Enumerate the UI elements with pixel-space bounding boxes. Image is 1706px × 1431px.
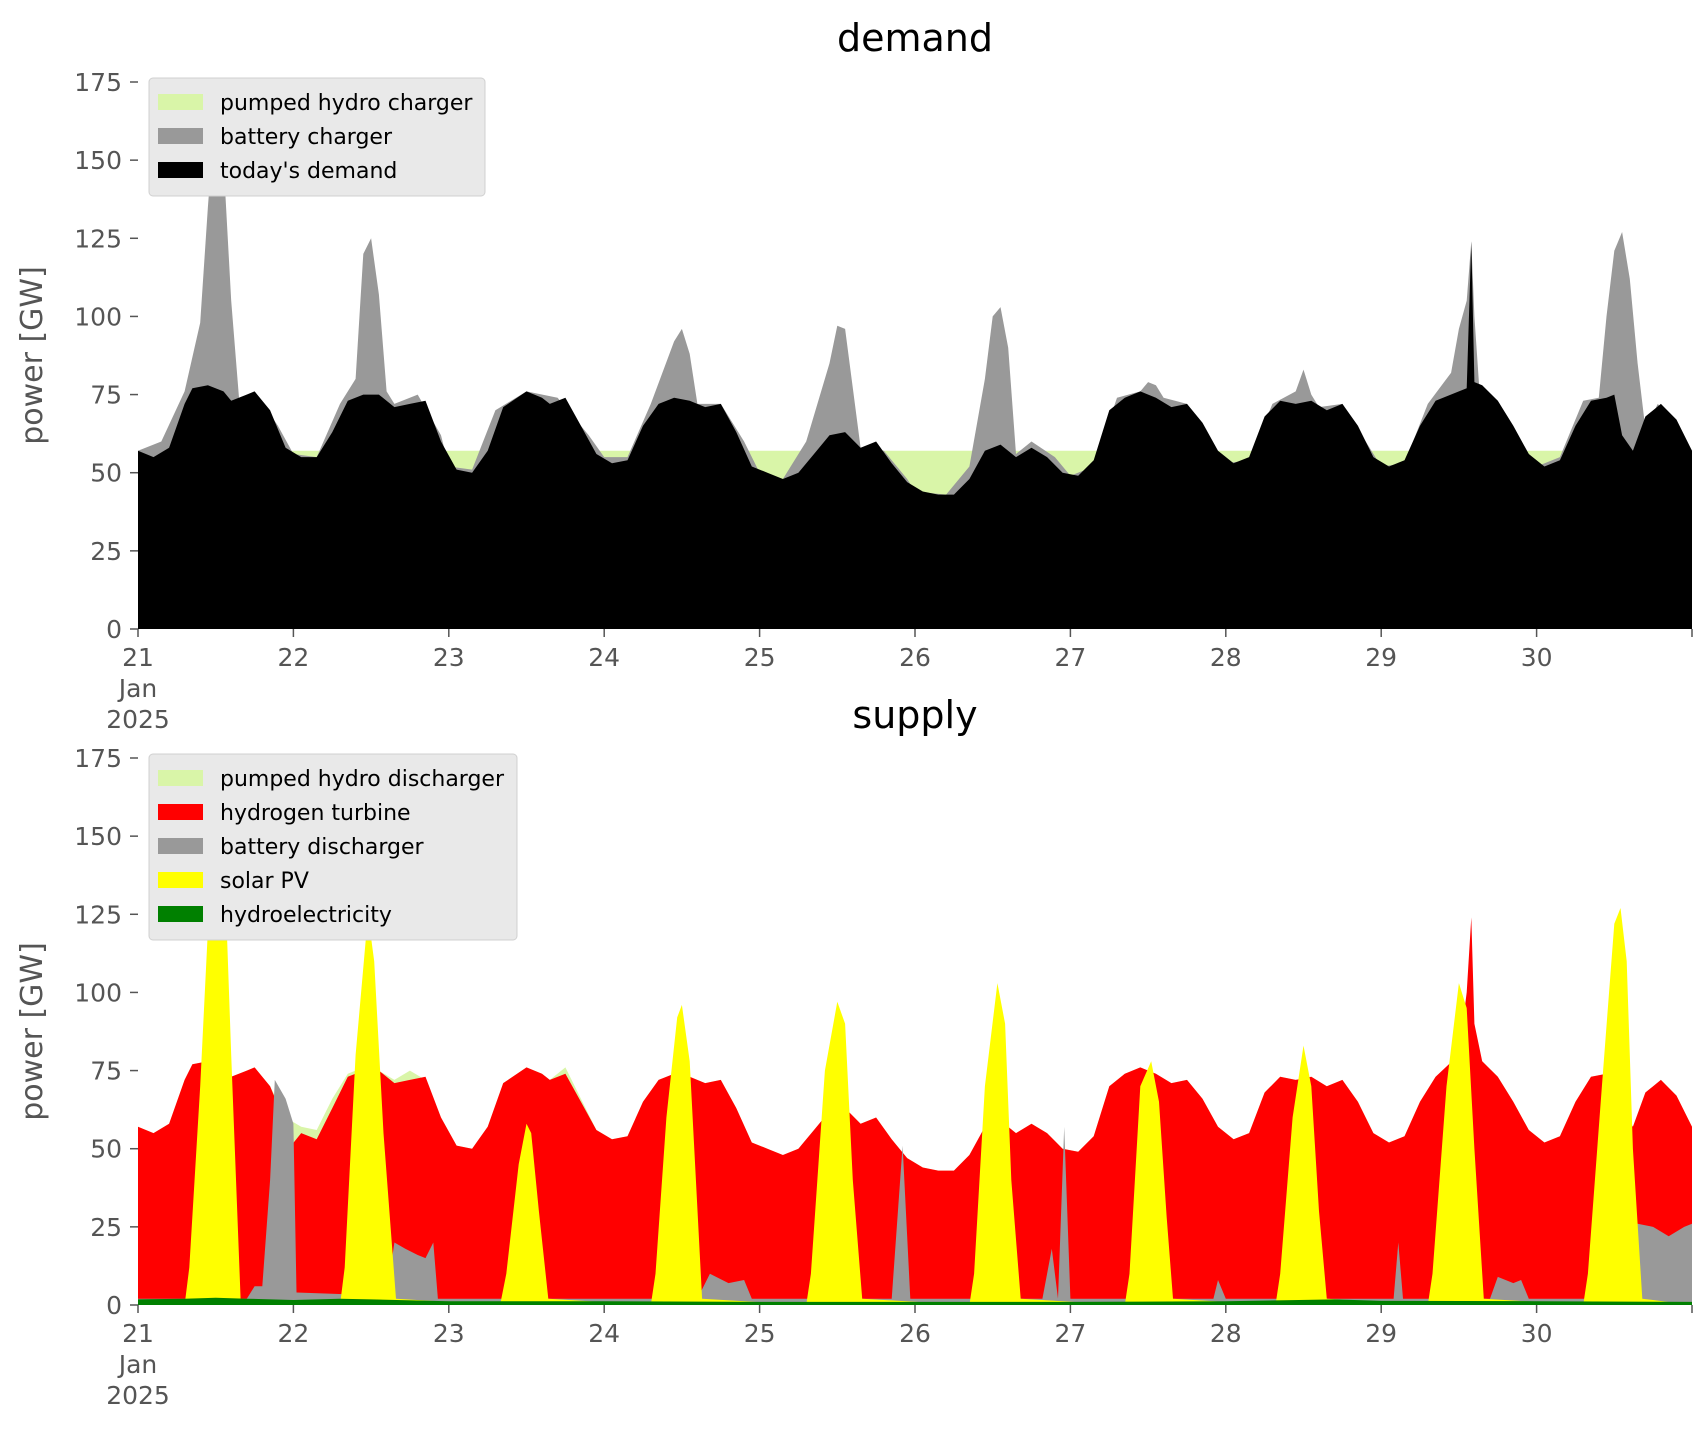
- y-tick-label: 125: [74, 224, 122, 253]
- area-battery-discharger: [138, 1079, 1692, 1305]
- legend-swatch-hydroelectricity: [158, 906, 203, 922]
- legend-label-battery-discharger: battery discharger: [220, 835, 425, 860]
- x-tick-label: 29: [1365, 643, 1397, 672]
- y-tick-label: 150: [74, 146, 122, 175]
- y-tick-label: 100: [74, 302, 122, 331]
- legend-swatch-today-s-demand: [158, 162, 203, 178]
- legend-swatch-hydrogen-turbine: [158, 804, 203, 820]
- x-tick-label: 24: [588, 643, 620, 672]
- y-tick-label: 75: [90, 381, 122, 410]
- x-tick-label: 2025: [106, 1381, 170, 1410]
- y-tick-label: 175: [74, 744, 122, 773]
- x-tick-label: 28: [1210, 643, 1242, 672]
- legend-swatch-pumped-hydro-discharger: [158, 770, 203, 786]
- x-tick-label: 26: [899, 1319, 931, 1348]
- chart-title: demand: [837, 16, 993, 60]
- legend-label-today-s-demand: today's demand: [220, 159, 397, 184]
- y-tick-label: 50: [90, 459, 122, 488]
- x-tick-label: 21: [122, 1319, 154, 1348]
- x-tick-label: 21: [122, 643, 154, 672]
- legend-label-solar-pv: solar PV: [220, 869, 309, 894]
- x-tick-label: 25: [744, 1319, 776, 1348]
- legend-label-hydroelectricity: hydroelectricity: [220, 903, 392, 928]
- x-tick-label: 30: [1521, 643, 1553, 672]
- x-tick-label: 2025: [106, 705, 170, 734]
- y-tick-label: 25: [90, 537, 122, 566]
- x-tick-label: 26: [899, 643, 931, 672]
- x-tick-label: 27: [1054, 1319, 1086, 1348]
- y-tick-label: 0: [106, 615, 122, 644]
- chart-title: supply: [852, 693, 977, 737]
- area-today-s-demand: [138, 241, 1692, 629]
- y-tick-label: 75: [90, 1057, 122, 1086]
- legend-label-hydrogen-turbine: hydrogen turbine: [220, 801, 411, 826]
- legend-swatch-solar-pv: [158, 872, 203, 888]
- x-tick-label: 29: [1365, 1319, 1397, 1348]
- y-tick-label: 0: [106, 1291, 122, 1320]
- y-tick-label: 50: [90, 1135, 122, 1164]
- x-tick-label: 30: [1521, 1319, 1553, 1348]
- x-tick-label: 22: [277, 1319, 309, 1348]
- legend-box: [148, 753, 518, 941]
- legend-swatch-battery-discharger: [158, 838, 203, 854]
- legend-swatch-pumped-hydro-charger: [158, 94, 203, 110]
- x-tick-label: 28: [1210, 1319, 1242, 1348]
- y-tick-label: 100: [74, 978, 122, 1007]
- x-tick-label: 23: [433, 643, 465, 672]
- legend-label-battery-charger: battery charger: [220, 125, 393, 150]
- legend-swatch-battery-charger: [158, 128, 203, 144]
- y-tick-label: 175: [74, 68, 122, 97]
- legend: pumped hydro discharger hydrogen turbine b…: [148, 753, 518, 941]
- area-solar-pv: [138, 767, 1692, 1305]
- legend-label-pumped-hydro-charger: pumped hydro charger: [220, 91, 473, 116]
- area-hydroelectricity: [138, 1297, 1692, 1305]
- x-tick-label: Jan: [117, 1350, 158, 1379]
- y-tick-label: 125: [74, 900, 122, 929]
- y-axis-label: power [GW]: [15, 266, 50, 445]
- legend-label-pumped-hydro-discharger: pumped hydro discharger: [220, 767, 505, 792]
- legend-box: [148, 77, 486, 197]
- legend: pumped hydro charger battery charger today…: [148, 77, 486, 197]
- x-tick-label: 24: [588, 1319, 620, 1348]
- x-tick-label: 23: [433, 1319, 465, 1348]
- y-tick-label: 25: [90, 1213, 122, 1242]
- x-tick-label: 22: [277, 643, 309, 672]
- x-tick-label: Jan: [117, 674, 158, 703]
- x-tick-label: 25: [744, 643, 776, 672]
- y-axis-label: power [GW]: [15, 942, 50, 1121]
- x-tick-label: 27: [1054, 643, 1086, 672]
- y-tick-label: 150: [74, 822, 122, 851]
